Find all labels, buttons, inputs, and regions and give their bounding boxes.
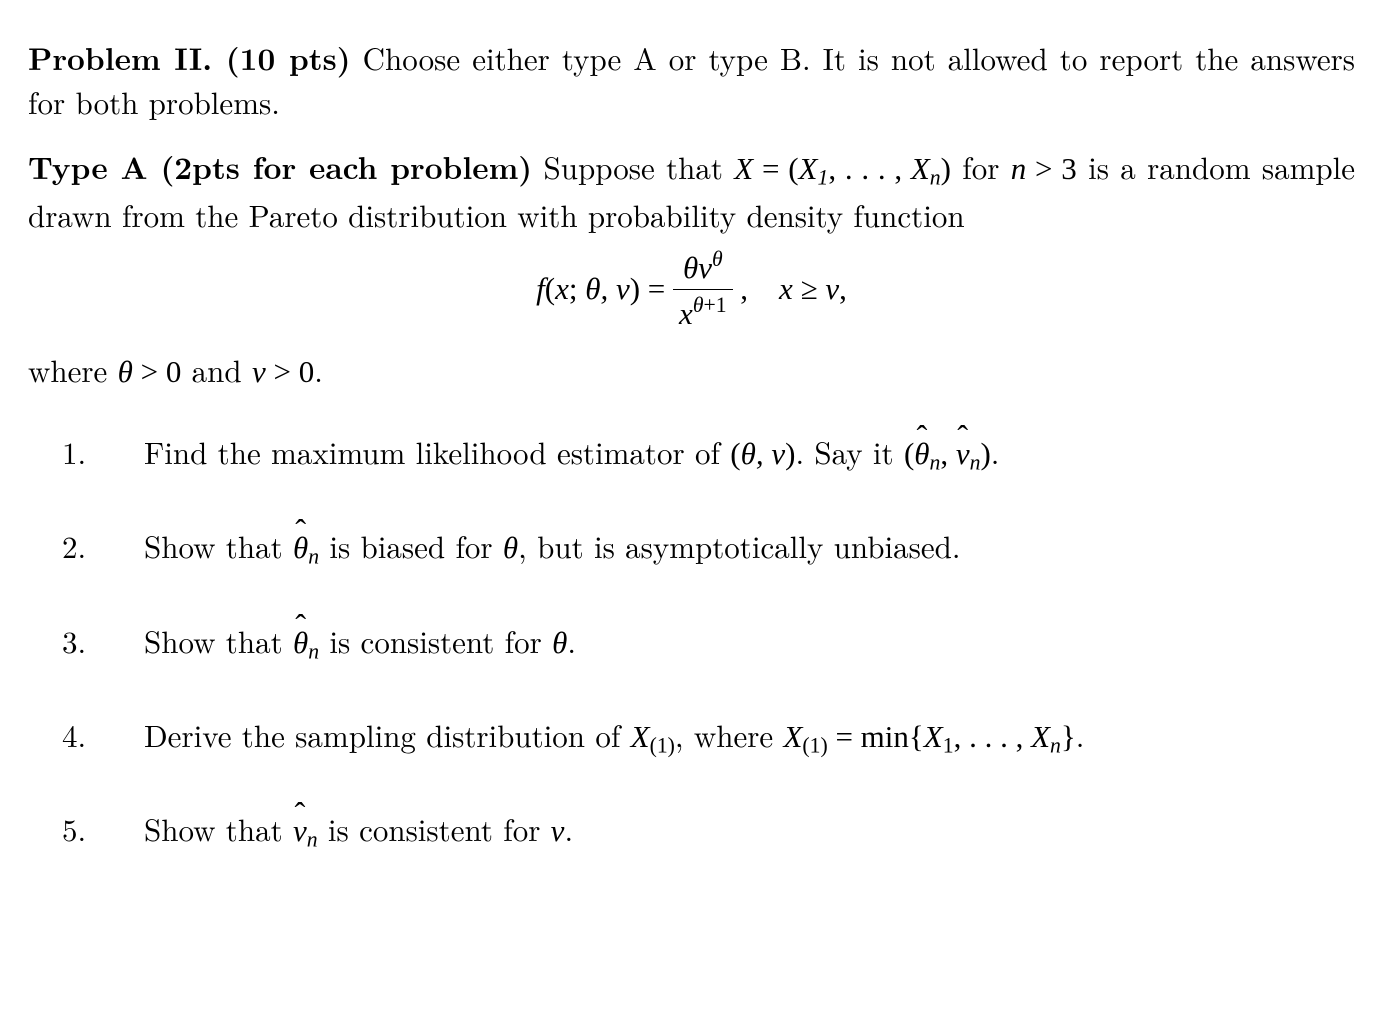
page-root: Problem II. (10 pts) Choose either type … xyxy=(0,0,1383,884)
item-math-2: ν xyxy=(551,813,565,848)
item-number: 4. xyxy=(28,713,144,756)
item-text: is biased for xyxy=(319,523,503,567)
where-and: and xyxy=(181,347,252,391)
item-text: . xyxy=(567,618,576,662)
item-text: , where xyxy=(675,712,784,756)
item-text: Derive the sampling distribution of xyxy=(144,712,631,756)
type-a-text-2: for xyxy=(951,144,1011,188)
item-text: , but is asymptotically unbiased. xyxy=(518,523,960,567)
type-a-bold: Type A (2pts for each problem) xyxy=(28,145,532,189)
item-text: is consistent for xyxy=(318,806,551,850)
item-text: . xyxy=(1076,712,1085,756)
density-equation: f(x; θ, ν) = θνθ xθ+1 , x ≥ ν, xyxy=(28,246,1355,339)
where-text-1: where xyxy=(28,347,118,391)
type-a-text-1: Suppose that xyxy=(532,144,734,188)
list-item: 2. Show that θn is biased for θ, but is … xyxy=(28,524,1355,572)
type-a-cond-n: n > 3 xyxy=(1011,151,1077,186)
item-text: Find the maximum likelihood estimator of xyxy=(144,429,730,473)
item-math-2: θ xyxy=(503,530,518,565)
list-item: 1. Find the maximum likelihood estimator… xyxy=(28,430,1355,478)
item-body: Show that θn is consistent for θ. xyxy=(144,619,1355,667)
item-text: Show that xyxy=(144,806,293,850)
item-math-1: X(1) xyxy=(631,719,675,754)
where-nu: ν > 0 xyxy=(252,354,314,389)
item-number: 1. xyxy=(28,430,144,473)
density-fraction: θνθ xθ+1 xyxy=(673,244,733,337)
item-math-1: (θ, ν) xyxy=(730,436,795,471)
item-body: Find the maximum likelihood estimator of… xyxy=(144,430,1355,478)
density-numerator: θνθ xyxy=(673,244,733,291)
density-lhs: f(x; θ, ν) = xyxy=(536,271,673,306)
problem-header-bold: Problem II. (10 pts) xyxy=(28,36,351,80)
item-math-1: νn xyxy=(293,813,318,848)
item-math-2: θ xyxy=(552,625,567,660)
density-denominator: xθ+1 xyxy=(673,290,733,336)
where-theta: θ > 0 xyxy=(118,354,182,389)
list-item: 4. Derive the sampling distribution of X… xyxy=(28,713,1355,761)
where-period: . xyxy=(314,347,323,391)
item-text: is consistent for xyxy=(319,618,552,662)
density-comma: , x ≥ ν, xyxy=(733,271,847,306)
problem-header: Problem II. (10 pts) Choose either type … xyxy=(28,36,1355,123)
item-math-2: (θn, νn) xyxy=(904,436,991,471)
item-math-1: θn xyxy=(293,530,319,565)
item-body: Show that θn is biased for θ, but is asy… xyxy=(144,524,1355,572)
type-a-intro: Type A (2pts for each problem) Suppose t… xyxy=(28,145,1355,236)
item-math-2: X(1) = min{X1, . . . , Xn} xyxy=(783,719,1075,754)
item-text: Show that xyxy=(144,523,293,567)
item-text: . Say it xyxy=(795,429,904,473)
item-text: . xyxy=(564,806,573,850)
list-item: 5. Show that νn is consistent for ν. xyxy=(28,807,1355,855)
item-number: 5. xyxy=(28,807,144,850)
problem-list: 1. Find the maximum likelihood estimator… xyxy=(28,430,1355,856)
item-body: Derive the sampling distribution of X(1)… xyxy=(144,713,1355,761)
where-clause: where θ > 0 and ν > 0. xyxy=(28,348,1355,394)
item-number: 2. xyxy=(28,524,144,567)
item-text: . xyxy=(991,429,1000,473)
item-body: Show that νn is consistent for ν. xyxy=(144,807,1355,855)
type-a-eq-x: X = (X1, . . . , Xn) xyxy=(734,151,951,186)
item-text: Show that xyxy=(144,618,293,662)
item-number: 3. xyxy=(28,619,144,662)
list-item: 3. Show that θn is consistent for θ. xyxy=(28,619,1355,667)
item-math-1: θn xyxy=(293,625,319,660)
